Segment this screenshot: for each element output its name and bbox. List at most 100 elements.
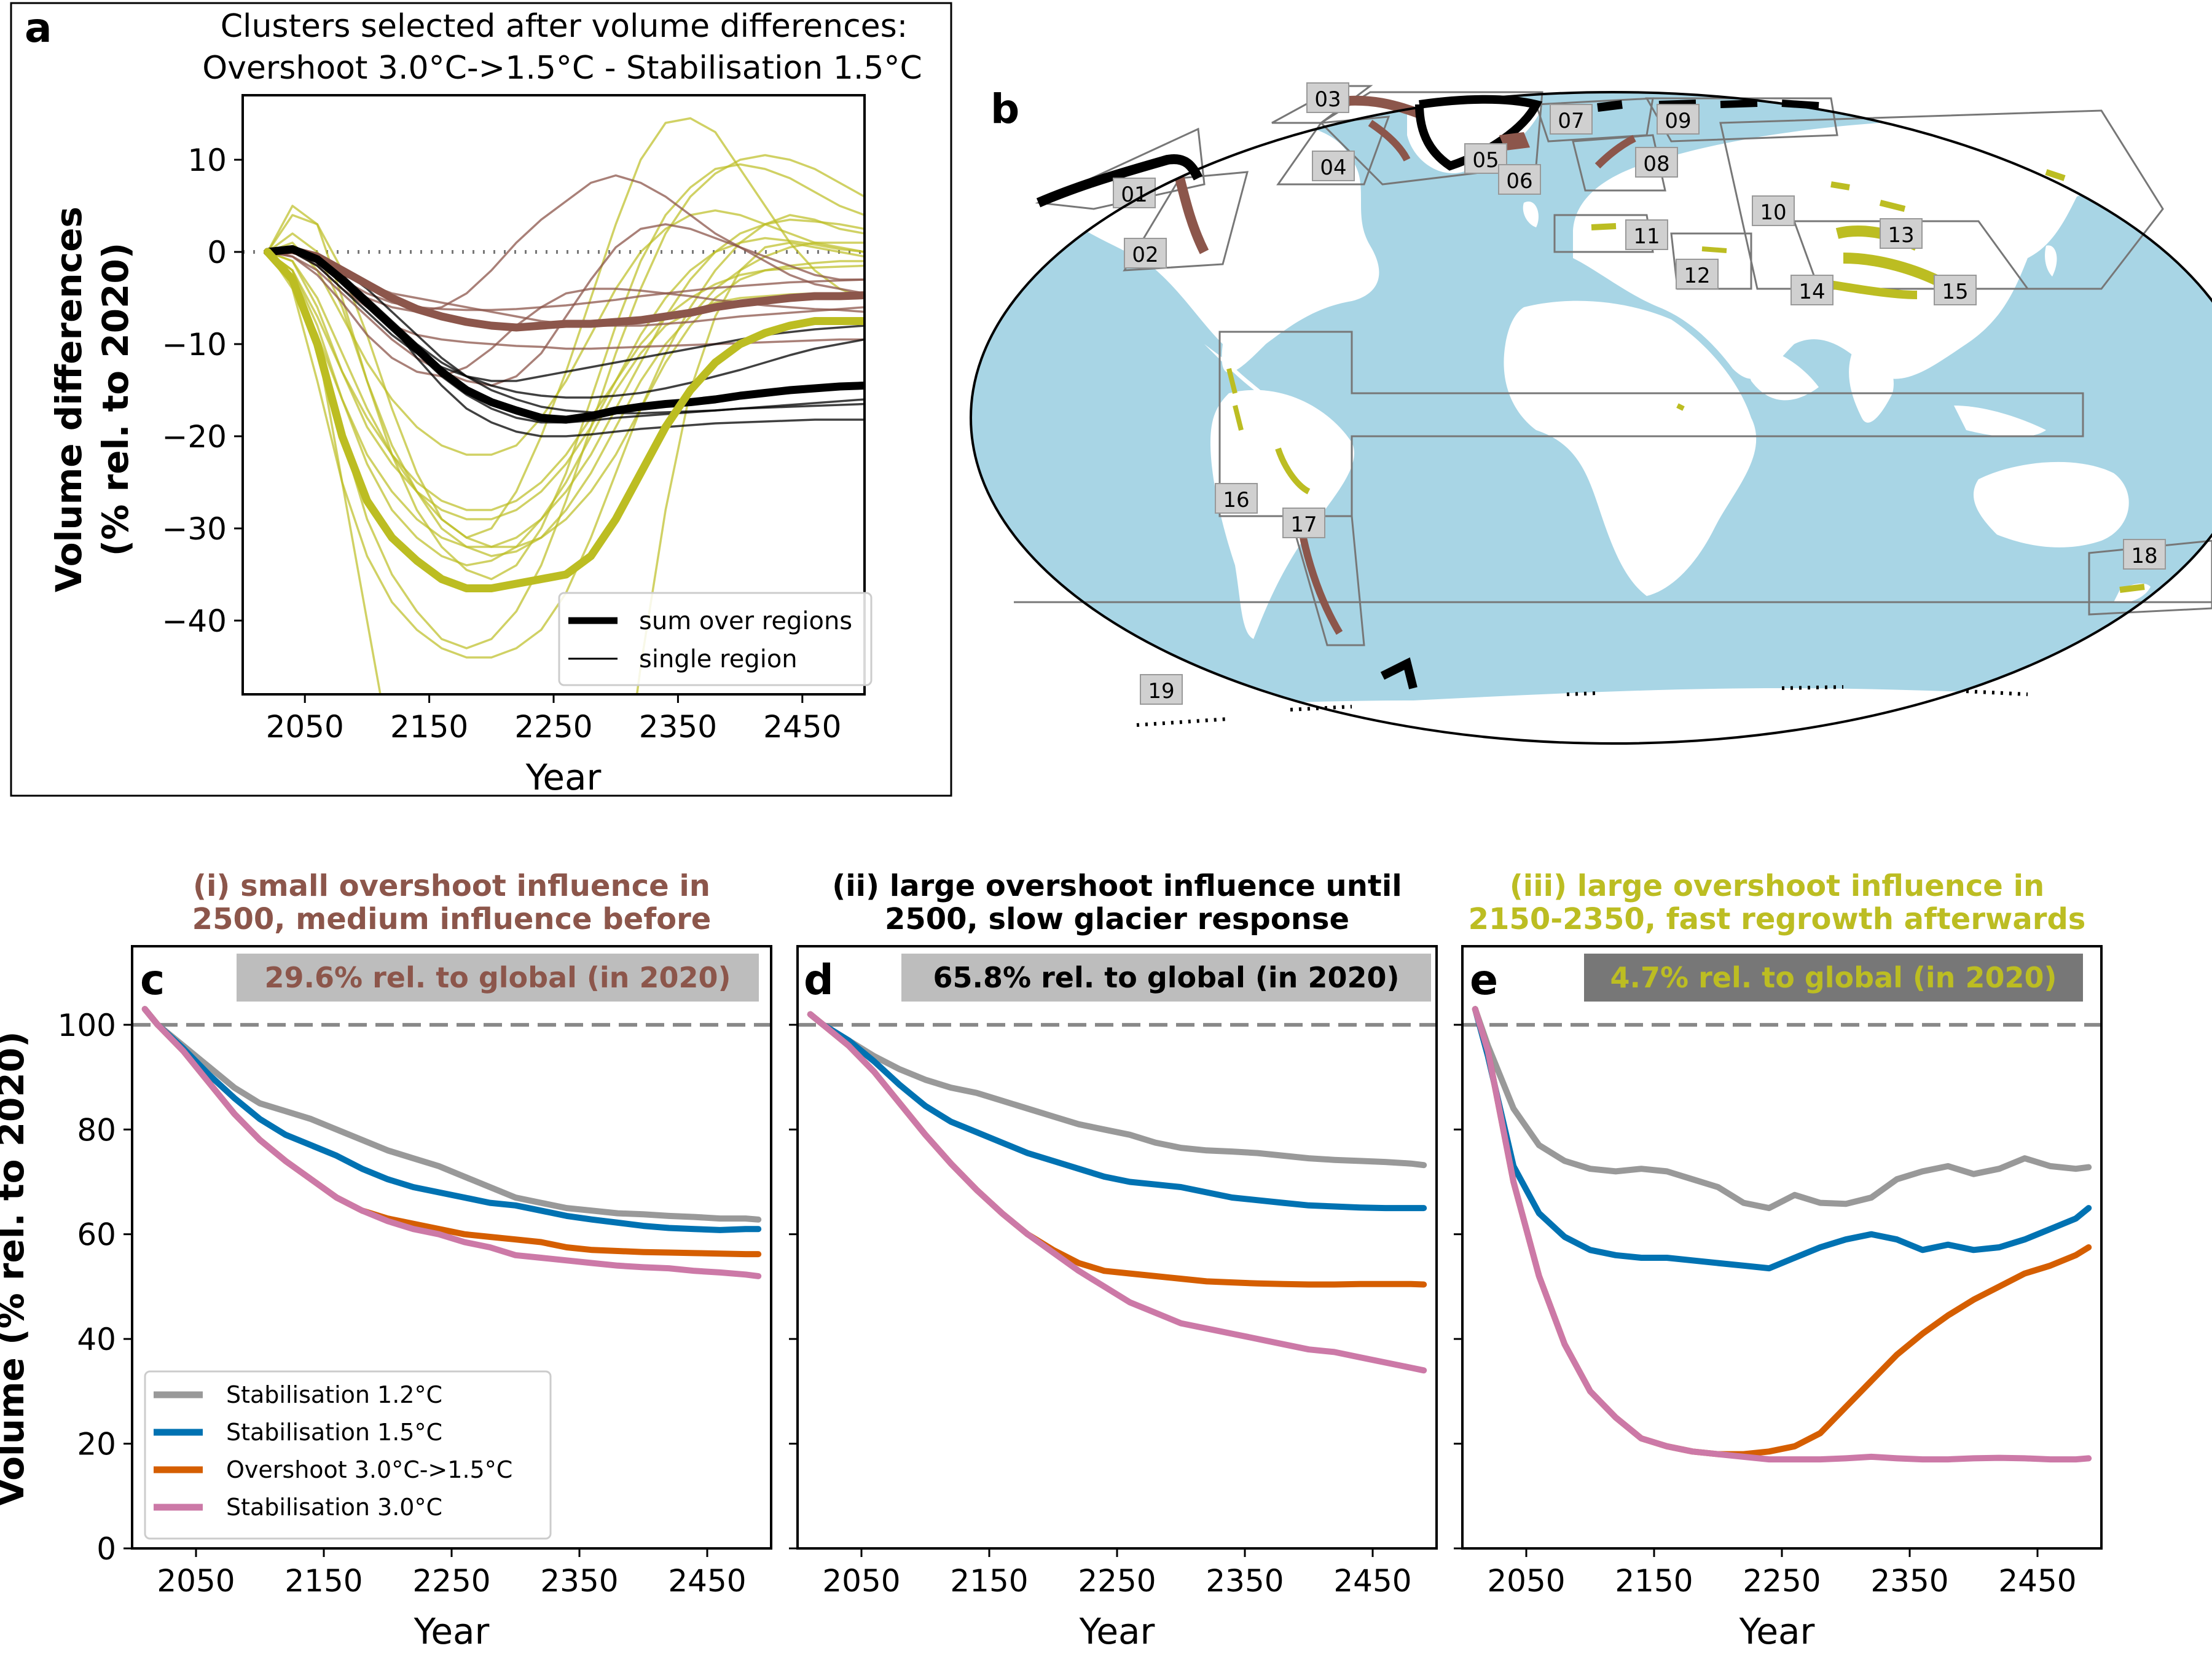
series-line-olive-region-24 xyxy=(266,251,865,548)
panel-letter-b: b xyxy=(990,85,1019,133)
region-box-12 xyxy=(1670,232,1752,290)
glaciers-scandinavia xyxy=(1594,135,1636,169)
legend-label-sum: sum over regions xyxy=(639,607,852,635)
x-tick-label: 2250 xyxy=(1078,1563,1156,1599)
series-line-overshoot-3-0-c-1-5-c xyxy=(807,1011,1427,1288)
panel-d-title: (ii) large overshoot influence until xyxy=(832,869,1402,903)
series-line-stabilisation-1-5-c xyxy=(807,1011,1427,1212)
map-outline xyxy=(970,91,2212,745)
series-lines xyxy=(807,1011,1427,1374)
x-tick-label: 2350 xyxy=(1870,1563,1948,1599)
region-label-08: 08 xyxy=(1643,152,1669,176)
x-tick-label: 2250 xyxy=(514,709,592,745)
australia xyxy=(1973,461,2129,547)
africa xyxy=(1504,300,1757,596)
panel-c-legend: Stabilisation 1.2°C Stabilisation 1.5°C … xyxy=(144,1370,552,1540)
panel-a-frame xyxy=(10,2,952,797)
panel-a-plot: 2050 2150 2250 2350 2450 10 0 −10 −20 −30 −40 xyxy=(162,94,866,745)
glaciers-svalbard xyxy=(1597,100,1623,112)
region-label-02: 02 xyxy=(1132,243,1158,267)
panel-e: (iii) large overshoot influence in 2150-… xyxy=(1454,869,2103,1652)
panel-e-title: (iii) large overshoot influence in xyxy=(1510,869,2044,903)
region-box-18 xyxy=(2088,539,2212,616)
region-label-19: 19 xyxy=(1148,679,1174,704)
panel-letter-c: c xyxy=(140,956,165,1005)
y-tick-label: 0 xyxy=(207,235,227,270)
series-line-stabilisation-1-2-c xyxy=(1472,1006,2092,1212)
panel-c-ylabel: Volume (% rel. to 2020) xyxy=(0,1031,32,1506)
y-tick-label: −20 xyxy=(162,419,227,455)
region-label-07: 07 xyxy=(1558,109,1584,133)
y-tick-label: 20 xyxy=(77,1427,116,1462)
panel-a-title: Clusters selected after volume differenc… xyxy=(221,8,908,45)
series-line-stabilisation-1-5-c xyxy=(141,1006,762,1233)
region-label-12: 12 xyxy=(1684,264,1710,288)
region-label-bg xyxy=(1140,674,1183,705)
panel-a-xlabel: Year xyxy=(525,756,602,798)
region-label-04: 04 xyxy=(1320,155,1346,180)
series-lines xyxy=(141,1006,762,1279)
x-tick-label: 2050 xyxy=(266,709,344,745)
region-label-bg xyxy=(1498,164,1541,195)
series-line-stabilisation-3-0-c xyxy=(807,1011,1427,1374)
region-box-04 xyxy=(1276,116,1390,186)
region-label-03: 03 xyxy=(1314,87,1341,112)
x-tick-label: 2350 xyxy=(1206,1563,1284,1599)
panel-c: (i) small overshoot influence in 2500, m… xyxy=(0,869,772,1652)
region-box-11 xyxy=(1553,214,1654,253)
series-line-stabilisation-3-0-c xyxy=(1472,1006,2092,1463)
x-tick-label: 2150 xyxy=(284,1563,363,1599)
region-label-bg xyxy=(1657,104,1700,135)
series-line-black-region-11 xyxy=(266,246,865,415)
panel-b-map: b xyxy=(970,82,2212,745)
x-tick-label: 2350 xyxy=(639,709,717,745)
region-label-13: 13 xyxy=(1888,223,1914,248)
x-tick-label: 2050 xyxy=(822,1563,900,1599)
region-label-bg xyxy=(1282,508,1325,538)
panel-c-title2: 2500, medium influence before xyxy=(192,902,712,936)
series-line-stabilisation-1-5-c xyxy=(1472,1006,2092,1272)
series-line-stabilisation-1-2-c xyxy=(807,1011,1427,1169)
antarctica xyxy=(1014,688,2212,743)
legend-label-single: single region xyxy=(639,645,798,673)
arabia xyxy=(1739,344,1819,401)
series-line-olive-region-25 xyxy=(266,251,865,567)
region-box-01 xyxy=(1035,127,1206,210)
series-line-brown-sum-0 xyxy=(264,246,865,332)
series-line-olive-region-16 xyxy=(266,241,865,694)
panel-a-ylabel2: (% rel. to 2020) xyxy=(95,243,136,557)
series-lines xyxy=(264,117,865,694)
panel-a-legend: sum over regions single region xyxy=(558,592,873,686)
series-line-brown-region-3 xyxy=(266,251,865,378)
region-label-bg xyxy=(1676,259,1719,289)
legend-label-s15: Stabilisation 1.5°C xyxy=(226,1419,442,1446)
region-label-bg xyxy=(1790,275,1834,305)
region-label-bg xyxy=(1550,104,1593,135)
x-tick-label: 2250 xyxy=(412,1563,490,1599)
x-tick-label: 2050 xyxy=(1487,1563,1565,1599)
glaciers-andes-north xyxy=(1275,447,1311,495)
y-tick-label: −40 xyxy=(162,603,227,639)
region-label-11: 11 xyxy=(1633,224,1660,249)
panel-a-subtitle: Overshoot 3.0°C->1.5°C - Stabilisation 1… xyxy=(202,50,922,87)
series-line-brown-region-2 xyxy=(266,223,865,387)
region-label-18: 18 xyxy=(2131,544,2157,568)
region-label-15: 15 xyxy=(1942,280,1968,304)
glaciers-southern-andes xyxy=(1299,533,1343,635)
panel-d-badge: 65.8% rel. to global (in 2020) xyxy=(933,961,1400,994)
panel-letter-d: d xyxy=(804,956,834,1005)
japan xyxy=(2045,245,2057,276)
series-line-olive-region-23 xyxy=(266,154,865,649)
region-label-09: 09 xyxy=(1665,109,1691,133)
legend-label-os: Overshoot 3.0°C->1.5°C xyxy=(226,1456,512,1483)
series-line-stabilisation-3-0-c xyxy=(141,1006,762,1279)
x-tick-label: 2450 xyxy=(1333,1563,1411,1599)
region-label-bg xyxy=(1215,483,1258,514)
panel-e-plot: 2050 2150 2250 2350 2450 xyxy=(1454,945,2103,1599)
x-tick-label: 2150 xyxy=(1615,1563,1693,1599)
se-asia-islands xyxy=(1954,406,2046,437)
panel-letter-e: e xyxy=(1470,956,1498,1005)
y-tick-label: 40 xyxy=(77,1322,116,1357)
legend-label-s30: Stabilisation 3.0°C xyxy=(226,1494,442,1521)
